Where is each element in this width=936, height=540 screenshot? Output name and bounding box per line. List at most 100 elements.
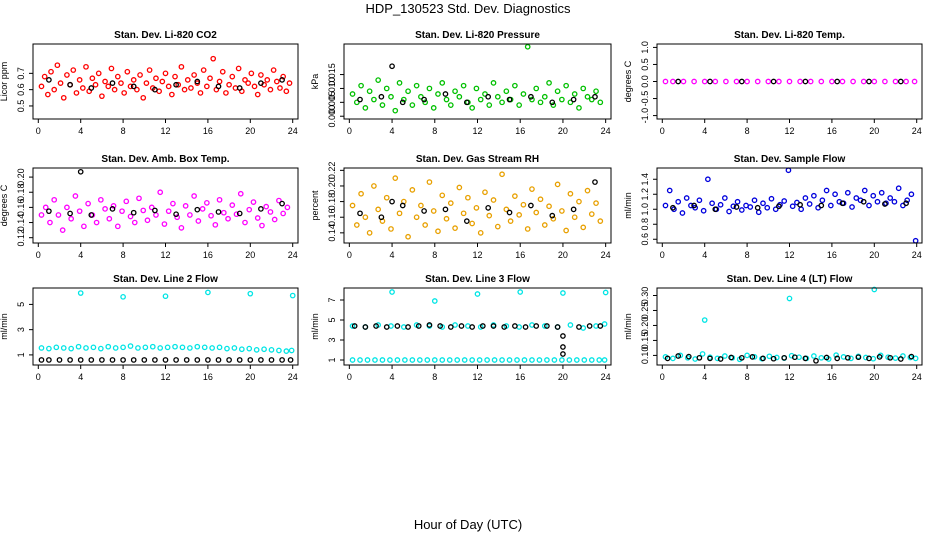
figure-title: HDP_130523 Std. Dev. Diagnostics: [365, 1, 571, 16]
x-tick-label: 24: [288, 372, 298, 382]
data-point: [567, 99, 574, 106]
data-point: [473, 85, 480, 92]
data-point: [456, 93, 463, 100]
data-point: [586, 323, 593, 329]
x-tick-label: 20: [245, 372, 255, 382]
data-point: [394, 357, 401, 363]
y-tick-label: 0.14: [327, 224, 337, 242]
x-tick-label: 24: [912, 126, 922, 136]
data-point: [485, 204, 492, 211]
data-point: [430, 105, 437, 111]
data-point: [108, 65, 115, 72]
data-point: [431, 357, 438, 363]
data-point: [121, 90, 128, 96]
data-point: [781, 354, 788, 361]
data-point: [157, 189, 164, 196]
data-point: [874, 198, 881, 205]
data-point: [76, 77, 83, 83]
data-point: [705, 176, 711, 183]
data-point: [276, 197, 282, 204]
data-point: [469, 357, 476, 363]
data-point: [194, 78, 201, 85]
data-point: [280, 73, 287, 80]
data-point: [904, 197, 911, 204]
data-point: [178, 63, 185, 70]
data-point: [529, 96, 535, 103]
data-point: [164, 344, 171, 351]
data-point: [102, 206, 108, 212]
y-tick-label: 0.14: [16, 214, 26, 232]
data-point: [418, 93, 424, 100]
data-point: [399, 202, 406, 209]
plot-frame: [343, 287, 612, 366]
data-point: [560, 351, 566, 357]
y-tick-label: 0.22: [327, 162, 337, 180]
data-point: [554, 181, 561, 188]
data-point: [357, 210, 363, 217]
panel-3: Stan. Dev. Li-820 Temp. degrees C 0 4 8 12 16 2…: [623, 30, 923, 136]
x-tick-label: 8: [121, 250, 126, 260]
data-point: [528, 202, 534, 209]
data-point: [88, 212, 95, 218]
data-point: [127, 213, 134, 220]
data-point: [490, 80, 497, 86]
data-point: [413, 214, 420, 221]
x-tick-label: 16: [515, 250, 525, 260]
data-point: [172, 343, 178, 350]
data-point: [520, 91, 527, 97]
x-tick-label: 16: [827, 250, 837, 260]
data-point: [388, 93, 394, 100]
data-point: [172, 73, 178, 80]
x-tick-label: 8: [745, 126, 750, 136]
y-axis-label: percent: [310, 190, 320, 221]
y-tick-label: 0.6: [16, 83, 26, 96]
data-point: [161, 221, 168, 227]
data-point: [908, 191, 915, 198]
data-point: [375, 206, 382, 213]
data-point: [251, 83, 258, 90]
plot-frame: [343, 43, 612, 120]
data-point: [226, 81, 232, 88]
data-point: [833, 352, 839, 358]
data-point: [573, 357, 580, 363]
x-tick-label: 12: [472, 372, 482, 382]
data-point: [358, 82, 364, 89]
data-point: [194, 343, 201, 350]
data-point: [571, 214, 578, 221]
data-point: [443, 215, 450, 222]
data-point: [215, 357, 222, 363]
data-point: [54, 62, 61, 69]
data-point: [55, 212, 62, 218]
y-tick-label: 0.20: [327, 177, 337, 195]
data-point: [908, 353, 915, 360]
data-point: [776, 78, 782, 85]
data-point: [501, 324, 508, 330]
data-point: [581, 357, 588, 363]
data-point: [110, 203, 117, 209]
data-point: [46, 77, 52, 83]
x-tick-label: 0: [660, 126, 665, 136]
data-point: [130, 77, 137, 83]
data-point: [223, 90, 229, 96]
x-tick-label: 16: [827, 126, 837, 136]
data-point: [670, 78, 676, 85]
data-point: [170, 200, 176, 207]
data-point: [48, 68, 54, 75]
data-point: [580, 224, 587, 231]
data-point: [254, 91, 261, 98]
data-point: [349, 323, 356, 329]
data-point: [602, 289, 609, 296]
data-point: [59, 227, 66, 233]
data-point: [159, 78, 166, 85]
data-point: [105, 83, 112, 90]
data-point: [387, 357, 393, 363]
data-point: [563, 82, 569, 89]
data-point: [802, 78, 809, 85]
data-point: [60, 345, 67, 351]
data-point: [88, 357, 95, 363]
data-point: [127, 343, 134, 349]
panel-title: Stan. Dev. Li-820 CO2: [114, 30, 217, 41]
data-point: [114, 223, 121, 230]
data-point: [666, 187, 673, 194]
data-point: [152, 86, 158, 93]
